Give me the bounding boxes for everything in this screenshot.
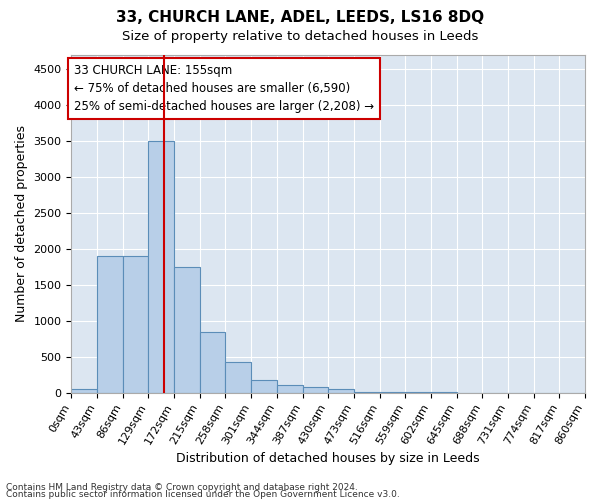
Bar <box>328 388 354 392</box>
Y-axis label: Number of detached properties: Number of detached properties <box>15 126 28 322</box>
Text: 33, CHURCH LANE, ADEL, LEEDS, LS16 8DQ: 33, CHURCH LANE, ADEL, LEEDS, LS16 8DQ <box>116 10 484 25</box>
Bar <box>200 332 226 392</box>
Bar <box>123 256 148 392</box>
Bar <box>302 387 328 392</box>
Bar <box>251 380 277 392</box>
Text: Contains HM Land Registry data © Crown copyright and database right 2024.: Contains HM Land Registry data © Crown c… <box>6 484 358 492</box>
Text: Contains public sector information licensed under the Open Government Licence v3: Contains public sector information licen… <box>6 490 400 499</box>
Bar <box>71 389 97 392</box>
Bar <box>148 141 174 393</box>
Text: Size of property relative to detached houses in Leeds: Size of property relative to detached ho… <box>122 30 478 43</box>
Bar <box>174 267 200 392</box>
Bar <box>277 384 302 392</box>
X-axis label: Distribution of detached houses by size in Leeds: Distribution of detached houses by size … <box>176 452 480 465</box>
Text: 33 CHURCH LANE: 155sqm
← 75% of detached houses are smaller (6,590)
25% of semi-: 33 CHURCH LANE: 155sqm ← 75% of detached… <box>74 64 374 112</box>
Bar <box>97 256 123 392</box>
Bar <box>226 362 251 392</box>
